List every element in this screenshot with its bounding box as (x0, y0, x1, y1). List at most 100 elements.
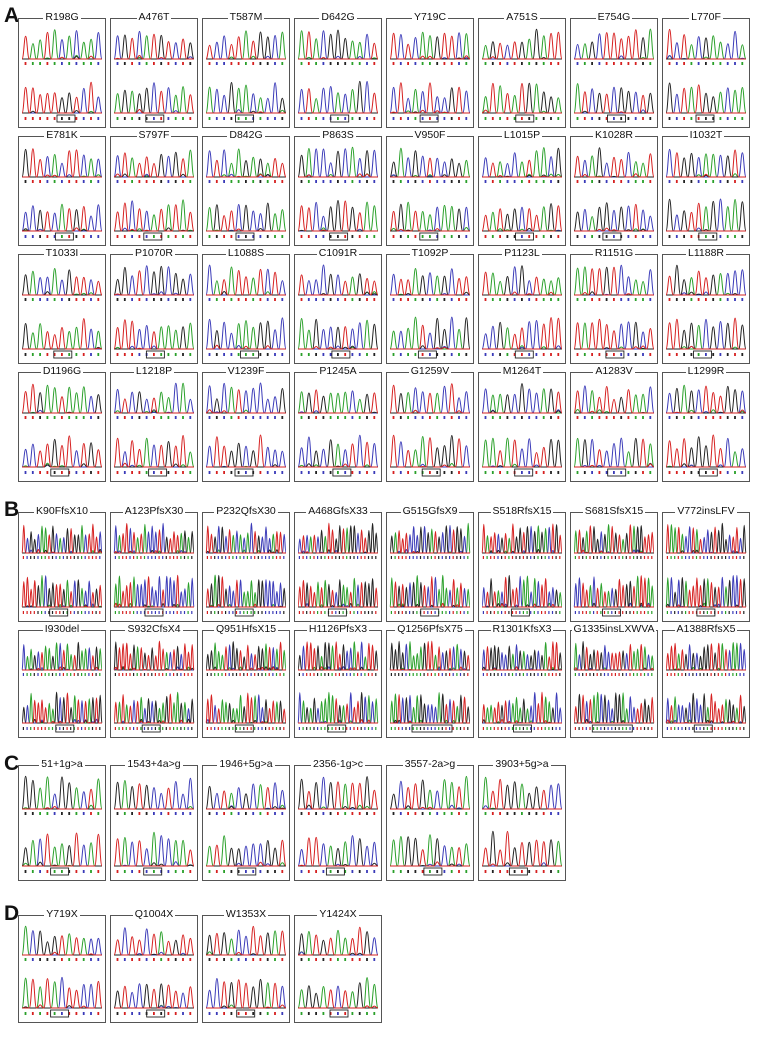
wildtype-basecall (537, 673, 539, 676)
wildtype-basecall (734, 180, 736, 183)
mutation-highlight-box (56, 114, 76, 123)
wildtype-basecall (726, 298, 729, 301)
patient-trace-T (113, 574, 194, 608)
patient-basecall (160, 1012, 163, 1015)
wildtype-basecall (441, 556, 443, 559)
wildtype-basecall (739, 673, 741, 676)
patient-basecall (513, 235, 516, 238)
patient-basecall (421, 235, 424, 238)
wildtype-basecall (511, 556, 514, 559)
patient-basecall (95, 727, 97, 730)
wildtype-basecall (735, 556, 738, 559)
patient-basecall (173, 727, 175, 730)
wildtype-trace-T (574, 266, 654, 296)
patient-basecall (685, 611, 687, 614)
wildtype-basecall (307, 958, 310, 961)
wildtype-basecall (90, 812, 92, 815)
patient-trace-T (113, 434, 194, 468)
wildtype-basecall (642, 180, 644, 183)
patient-basecall (611, 611, 613, 614)
wildtype-basecall (712, 298, 715, 301)
wildtype-basecall (118, 556, 120, 559)
patient-basecall (674, 611, 676, 614)
wildtype-basecall (373, 62, 376, 65)
chromatogram-panel: L1299R (662, 365, 750, 482)
patient-basecall (337, 1012, 339, 1015)
patient-basecall (189, 870, 192, 873)
patient-basecall (46, 471, 49, 474)
patient-basecall (91, 611, 94, 614)
patient-basecall (445, 611, 447, 614)
wildtype-trace-A (390, 31, 471, 60)
wildtype-trace-T (573, 643, 655, 671)
chromatogram-traces (297, 641, 379, 733)
patient-basecall (513, 353, 516, 356)
patient-basecall (651, 611, 653, 614)
wildtype-basecall (504, 673, 506, 676)
wildtype-basecall (250, 673, 252, 676)
patient-basecall (136, 727, 138, 730)
mutation-label: A123PfsX30 (111, 505, 197, 517)
mutation-label-text: A1388RfsX5 (674, 623, 738, 635)
mutation-label-text: A751S (504, 11, 540, 23)
patient-basecall (230, 471, 233, 474)
patient-basecall (228, 611, 230, 614)
wildtype-basecall (712, 180, 715, 183)
wildtype-basecall (33, 556, 35, 559)
wildtype-trace-A (22, 642, 103, 671)
patient-basecall (90, 235, 92, 238)
chromatogram-panel: S797F (110, 129, 198, 246)
mutation-highlight-box (693, 724, 713, 733)
patient-basecall (407, 353, 409, 356)
patient-trace-A (297, 317, 378, 350)
patient-basecall (728, 727, 730, 730)
wildtype-basecall (237, 180, 240, 183)
patient-basecall (279, 611, 281, 614)
patient-basecall (373, 353, 376, 356)
patient-basecall (358, 235, 361, 238)
patient-basecall (515, 727, 517, 730)
wildtype-basecall (367, 556, 370, 559)
wildtype-basecall (75, 298, 78, 301)
patient-basecall (88, 727, 90, 730)
patient-basecall (122, 611, 124, 614)
patient-basecall (712, 353, 715, 356)
patient-basecall (208, 1012, 211, 1015)
patient-basecall (183, 727, 186, 730)
patient-basecall (528, 235, 531, 238)
chromatogram-traces (665, 384, 747, 477)
patient-basecall (591, 235, 593, 238)
wildtype-trace-A (206, 642, 287, 671)
patient-basecall (710, 611, 712, 614)
patient-basecall (409, 611, 411, 614)
wildtype-trace-C (390, 524, 470, 554)
patient-basecall (77, 611, 79, 614)
patient-trace-C (114, 444, 194, 468)
chromatogram-panel: G1259V (386, 365, 474, 482)
patient-basecall (252, 1012, 255, 1015)
patient-basecall (421, 117, 424, 120)
patient-basecall (160, 471, 163, 474)
wildtype-basecall (191, 556, 193, 559)
patient-basecall (578, 727, 580, 730)
wildtype-basecall (315, 298, 317, 301)
wildtype-basecall (160, 958, 163, 961)
wildtype-basecall (322, 298, 325, 301)
wildtype-basecall (82, 62, 85, 65)
wildtype-basecall (456, 556, 458, 559)
chromatogram-panel: L770F (662, 11, 750, 128)
wildtype-basecall (337, 62, 339, 65)
patient-basecall (521, 353, 523, 356)
wildtype-basecall (419, 673, 422, 676)
chromatogram-panel: I930del (18, 623, 106, 738)
wildtype-trace-C (206, 782, 287, 810)
wildtype-basecall (351, 298, 354, 301)
wildtype-basecall (131, 812, 133, 815)
patient-trace-C (206, 579, 286, 608)
patient-basecall (153, 471, 155, 474)
wildtype-basecall (272, 556, 274, 559)
mutation-label-text: G515GfsX9 (400, 505, 460, 517)
wildtype-basecall (666, 673, 668, 676)
patient-basecall (145, 870, 148, 873)
patient-basecall (499, 353, 501, 356)
